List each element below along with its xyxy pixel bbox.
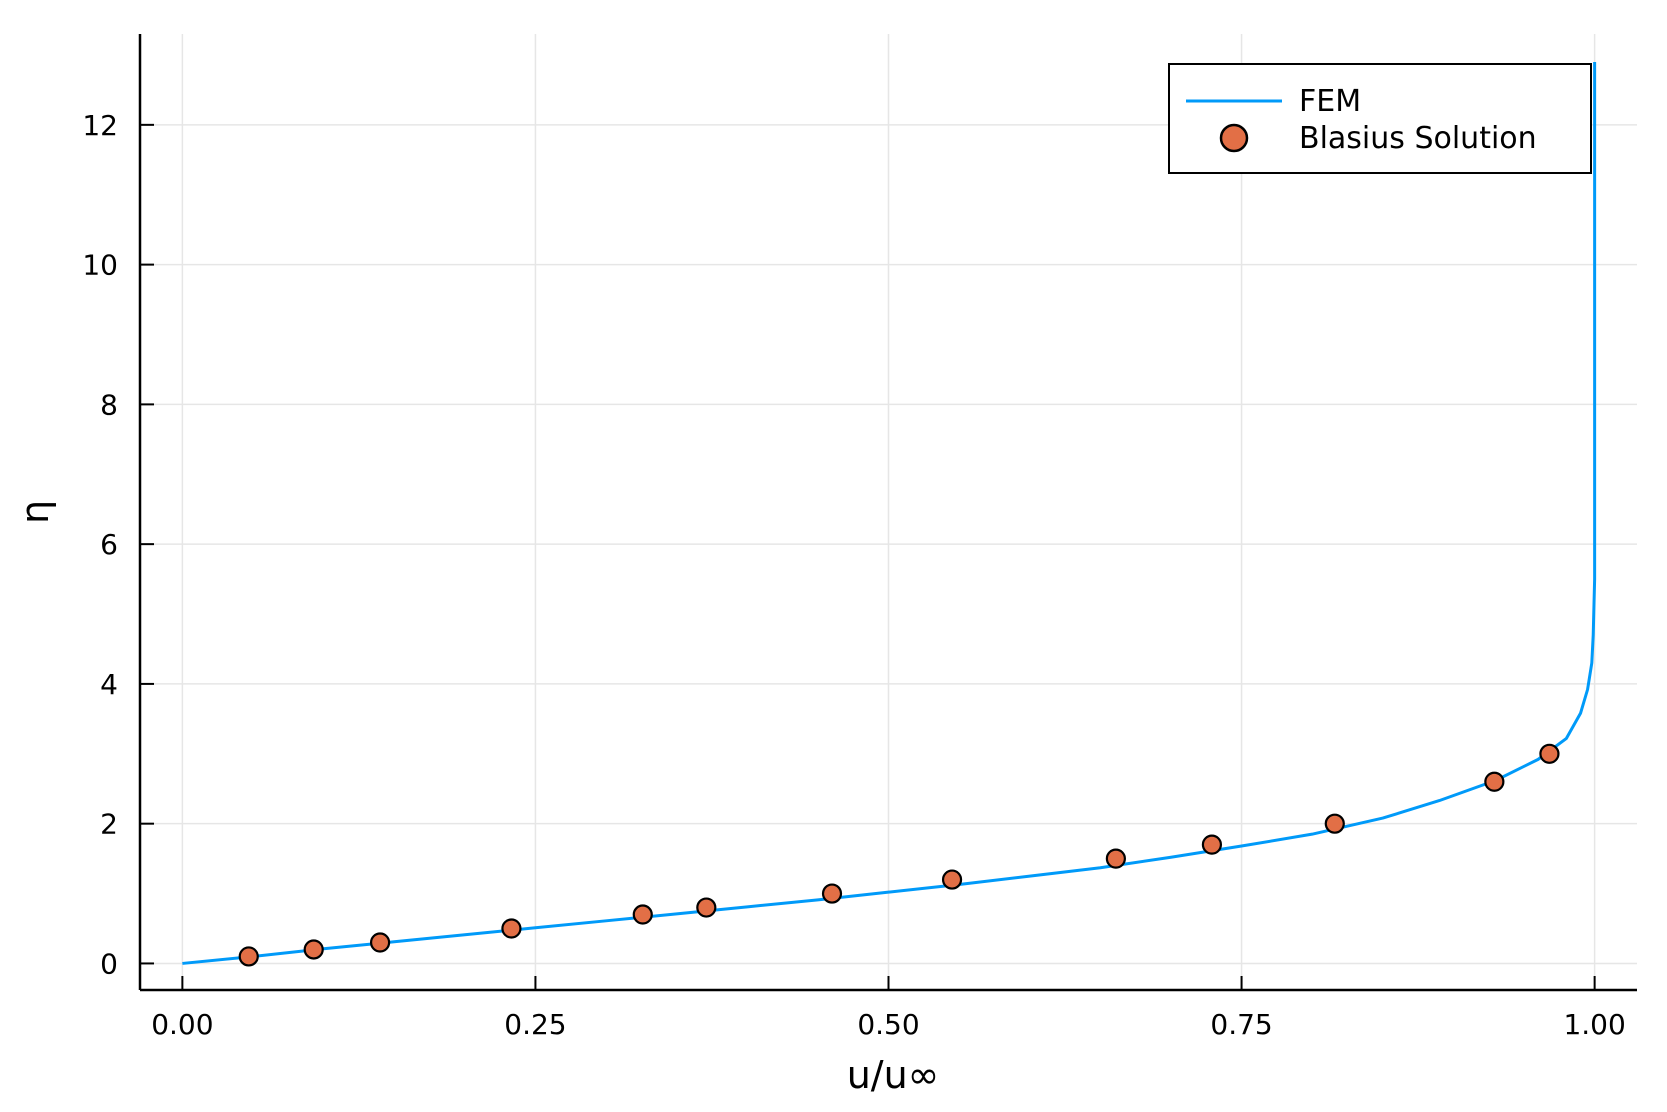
y-tick-label: 6 (100, 528, 118, 561)
axes (138, 34, 1637, 992)
blasius-point (821, 883, 843, 904)
blasius-point (501, 918, 522, 939)
x-tick-label: 0.75 (1210, 1008, 1272, 1041)
y-tick-label: 10 (82, 249, 118, 282)
y-tick-label: 12 (82, 109, 118, 142)
blasius-point (1484, 771, 1505, 792)
x-tick-label: 1.00 (1563, 1008, 1625, 1041)
legend: FEM Blasius Solution (1168, 63, 1592, 174)
blasius-point (941, 869, 963, 890)
blasius-point (369, 932, 391, 953)
x-tick-label: 0.50 (857, 1008, 919, 1041)
legend-fem-label: FEM (1299, 84, 1361, 119)
y-tick-label: 4 (100, 668, 118, 701)
blasius-point (1201, 834, 1223, 855)
x-tick-label: 0.00 (151, 1008, 213, 1041)
grid (140, 34, 1637, 990)
legend-box (1168, 63, 1592, 174)
legend-blasius-label: Blasius Solution (1299, 121, 1537, 156)
x-tick-label: 0.25 (504, 1008, 566, 1041)
x-axis-label: u/u∞ (847, 1053, 940, 1097)
y-tick-label: 0 (100, 947, 118, 980)
blasius-point (238, 946, 259, 967)
blasius-point (632, 904, 653, 925)
blasius-point (1539, 743, 1560, 764)
y-tick-label: 2 (100, 808, 118, 841)
blasius-point (1324, 813, 1345, 834)
plot-series (182, 61, 1597, 967)
legend-blasius-marker (1219, 123, 1249, 153)
y-tick-label: 8 (100, 388, 118, 421)
blasius-point (696, 897, 717, 918)
tick-labels: 0.00 0.25 0.50 0.75 1.00 0 2 4 6 8 10 12 (82, 109, 1625, 1041)
blasius-point (303, 939, 324, 960)
blasius-point (1105, 848, 1126, 869)
y-axis-label: η (13, 500, 57, 524)
